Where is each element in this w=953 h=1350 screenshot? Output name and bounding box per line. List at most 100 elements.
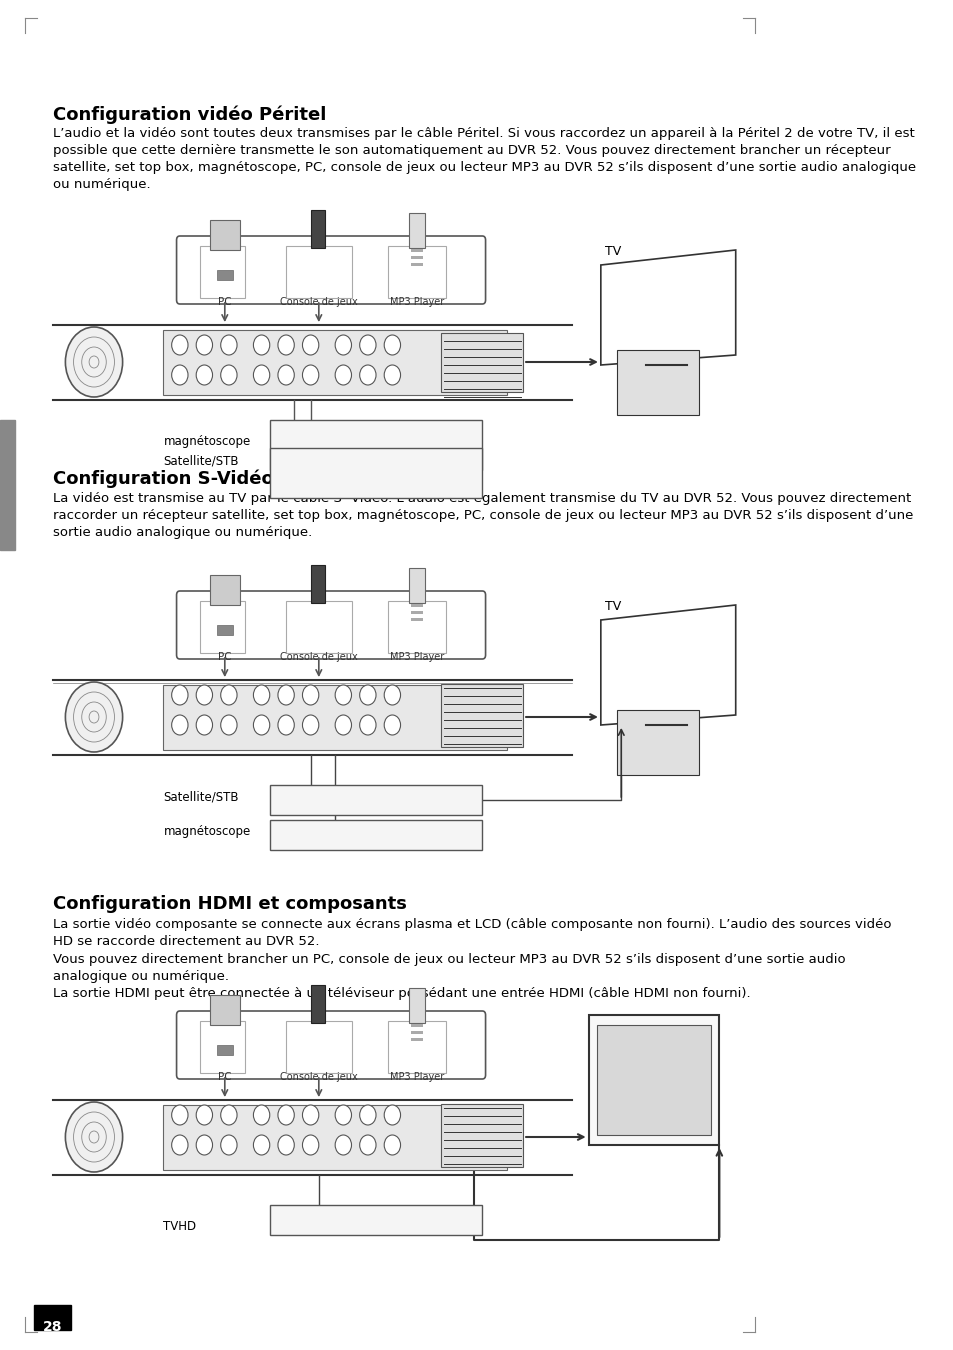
Circle shape [359, 364, 375, 385]
Circle shape [302, 335, 318, 355]
Bar [588, 1015, 719, 1145]
Circle shape [359, 1106, 375, 1125]
Text: TV: TV [604, 599, 620, 613]
Text: La sortie HDMI peut être connectée à un téléviseur possédant une entrée HDMI (câ: La sortie HDMI peut être connectée à un … [53, 987, 750, 1000]
Circle shape [196, 716, 213, 734]
Circle shape [66, 327, 123, 397]
FancyBboxPatch shape [176, 236, 485, 304]
Polygon shape [600, 605, 735, 725]
Bar [441, 333, 522, 391]
Bar [411, 1025, 422, 1027]
Bar [163, 329, 506, 396]
Circle shape [302, 684, 318, 705]
Circle shape [220, 684, 236, 705]
Bar [270, 448, 482, 498]
Bar [163, 1106, 506, 1170]
Bar [286, 601, 351, 653]
Bar [617, 350, 699, 414]
Circle shape [220, 716, 236, 734]
Bar [411, 248, 422, 252]
Circle shape [172, 335, 188, 355]
Circle shape [384, 335, 400, 355]
Bar [270, 819, 482, 850]
Bar [0, 420, 14, 549]
Text: 28: 28 [43, 1320, 62, 1334]
Bar [411, 618, 422, 621]
Bar [210, 220, 239, 250]
Text: Configuration HDMI et composants: Configuration HDMI et composants [53, 895, 407, 913]
Circle shape [172, 1106, 188, 1125]
Text: MP3 Player: MP3 Player [390, 652, 443, 662]
Bar [441, 684, 522, 747]
Bar [408, 568, 425, 603]
Text: Vous pouvez directement brancher un PC, console de jeux ou lecteur MP3 au DVR 52: Vous pouvez directement brancher un PC, … [53, 953, 845, 983]
Circle shape [196, 335, 213, 355]
Circle shape [335, 335, 351, 355]
Bar [597, 1025, 710, 1135]
Bar [216, 270, 233, 279]
Circle shape [302, 716, 318, 734]
Circle shape [359, 1135, 375, 1156]
Bar [411, 256, 422, 259]
Circle shape [172, 684, 188, 705]
Circle shape [277, 1135, 294, 1156]
Circle shape [335, 684, 351, 705]
Text: PC: PC [217, 652, 232, 662]
Circle shape [277, 684, 294, 705]
Circle shape [384, 1135, 400, 1156]
Circle shape [384, 1106, 400, 1125]
Text: MP3 Player: MP3 Player [390, 297, 443, 306]
Bar [163, 684, 506, 751]
Bar [388, 246, 445, 298]
Bar [216, 625, 233, 634]
Text: Configuration S-Vidéo: Configuration S-Vidéo [53, 470, 274, 489]
Circle shape [220, 335, 236, 355]
Circle shape [335, 1135, 351, 1156]
Text: La vidéo est transmise au TV par le câble S- Vidéo. L’audio est également transm: La vidéo est transmise au TV par le câbl… [53, 491, 913, 539]
Circle shape [335, 364, 351, 385]
Bar [200, 1021, 245, 1073]
Bar [286, 246, 351, 298]
Circle shape [302, 1135, 318, 1156]
Bar [270, 1206, 482, 1235]
Circle shape [277, 1106, 294, 1125]
Circle shape [359, 716, 375, 734]
Circle shape [196, 1135, 213, 1156]
Bar [270, 420, 482, 470]
Circle shape [253, 1106, 270, 1125]
Text: MP3 Player: MP3 Player [390, 1072, 443, 1081]
Bar [311, 211, 325, 248]
Bar [286, 1021, 351, 1073]
Bar [617, 710, 699, 775]
Text: PC: PC [217, 297, 232, 306]
Text: Console de jeux: Console de jeux [279, 297, 357, 306]
Bar [411, 263, 422, 266]
FancyBboxPatch shape [176, 591, 485, 659]
Circle shape [253, 716, 270, 734]
Bar [34, 1305, 71, 1330]
Text: PC: PC [217, 1072, 232, 1081]
Bar [311, 566, 325, 603]
Text: magnétoscope: magnétoscope [163, 435, 251, 448]
Circle shape [335, 1106, 351, 1125]
Circle shape [359, 335, 375, 355]
Circle shape [220, 1135, 236, 1156]
Circle shape [302, 364, 318, 385]
Bar [270, 784, 482, 815]
Text: Console de jeux: Console de jeux [279, 652, 357, 662]
Circle shape [253, 684, 270, 705]
Circle shape [335, 716, 351, 734]
Text: magnétoscope: magnétoscope [163, 825, 251, 838]
Bar [441, 1104, 522, 1166]
Circle shape [277, 364, 294, 385]
Bar [200, 601, 245, 653]
Circle shape [196, 684, 213, 705]
Bar [411, 1038, 422, 1041]
Text: Satellite/STB: Satellite/STB [163, 790, 239, 803]
Bar [411, 1031, 422, 1034]
Bar [200, 246, 245, 298]
Bar [408, 988, 425, 1023]
Circle shape [277, 335, 294, 355]
Circle shape [384, 684, 400, 705]
Bar [210, 575, 239, 605]
